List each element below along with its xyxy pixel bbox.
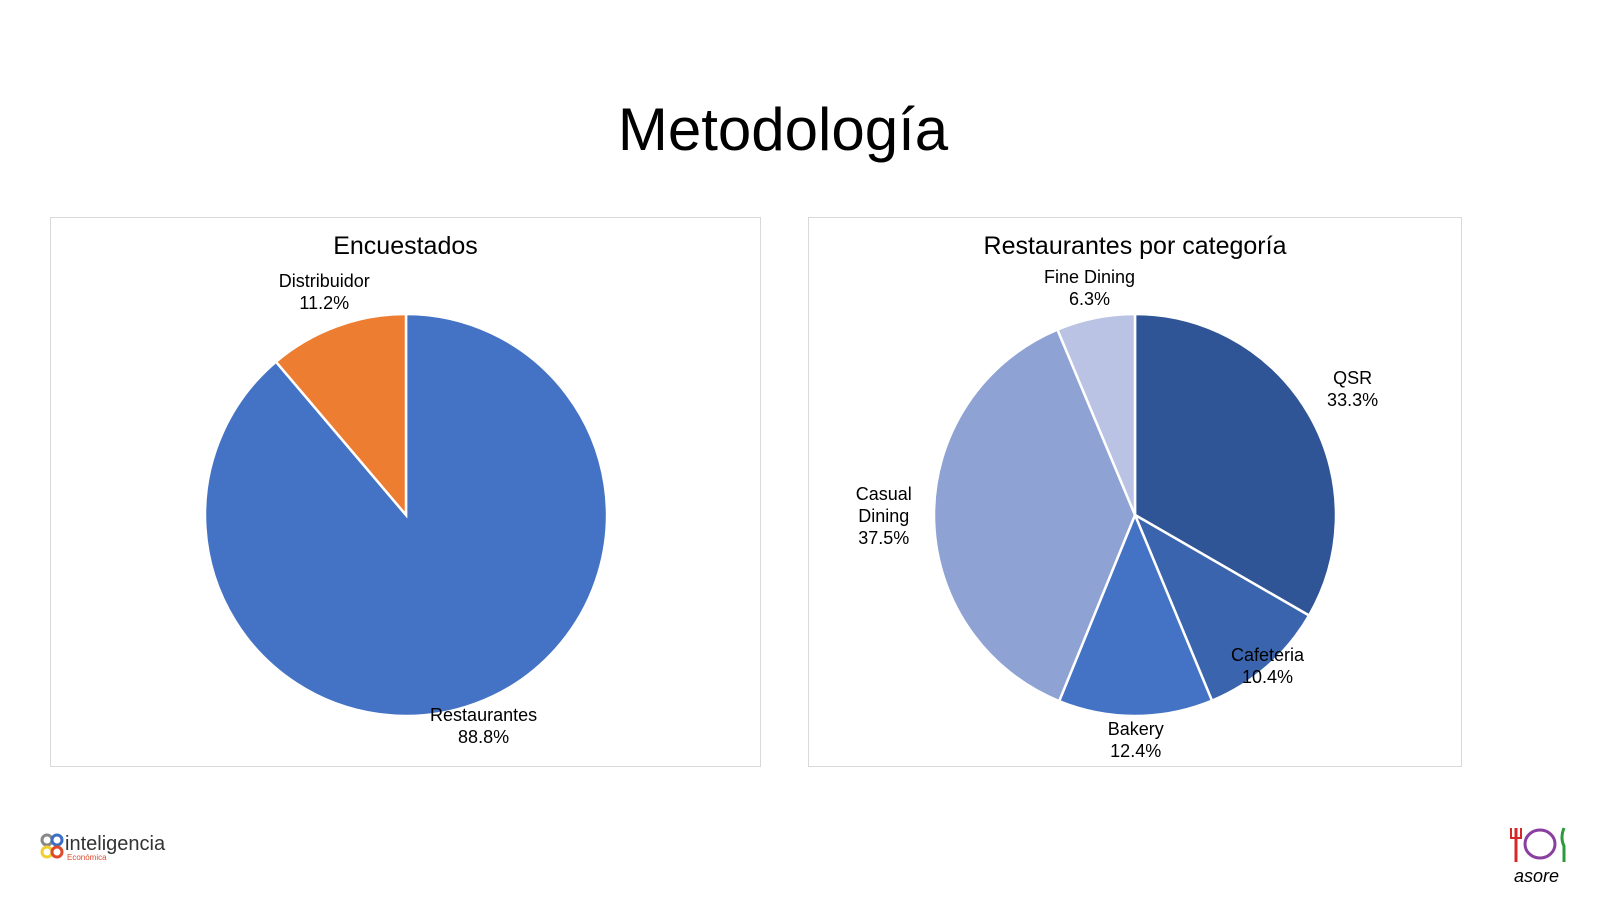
chart-restaurantes-por-categoria: Restaurantes por categoría QSR 33.3% Cafet… [808,217,1462,767]
data-label-name: Restaurantes [430,705,538,726]
pie-svg [932,312,1338,718]
data-label: Restaurantes 88.8% [430,704,537,748]
data-label-name: Fine Dining [1043,267,1136,288]
data-label: Distribuidor 11.2% [279,270,370,314]
data-label-name: Cafeteria [1231,645,1305,666]
data-label: Bakery 12.4% [1108,718,1164,762]
chart-title: Restaurantes por categoría [983,232,1287,260]
pie-slice-cafeteria [1132,512,1311,703]
asore-logo: asore [1510,827,1566,886]
data-label-value: 6.3% [1068,289,1111,310]
data-label-value: 12.4% [1110,741,1162,762]
svg-text:Económica: Económica [67,853,107,862]
data-label-value: 88.8% [458,727,510,748]
data-label-value: 33.3% [1327,390,1379,411]
pie-slice-restaurantes [203,312,609,718]
page-title: Metodología [617,96,949,163]
data-label: Casual Dining 37.5% [849,483,919,549]
chart-encuestados: Encuestados Restaurantes 88.8% Distribuido… [50,217,761,767]
data-label-name: Casual Dining [855,484,912,527]
pie-slice-qsr [1133,312,1338,618]
pie-slice-casual-dining [932,327,1137,703]
pie-slice-fine-dining [1055,312,1137,516]
svg-text:asore: asore [1514,866,1559,886]
inteligencia-economica-logo: inteligencia Económica [40,833,166,862]
data-label-value: 10.4% [1242,667,1294,688]
data-label: Cafeteria 10.4% [1231,644,1304,688]
pie-slice-bakery [1057,511,1214,718]
data-label-name: QSR [1333,368,1373,389]
pie-slice-distribuidor [274,312,408,519]
data-label-name: Bakery [1107,719,1164,740]
pie-svg [203,312,609,718]
data-label-value: 37.5% [858,528,910,549]
data-label: Fine Dining 6.3% [1044,266,1135,310]
chart-title: Encuestados [333,232,478,260]
data-label-name: Distribuidor [278,271,370,292]
svg-text:inteligencia: inteligencia [65,833,166,855]
data-label: QSR 33.3% [1327,367,1378,411]
data-label-value: 11.2% [299,293,350,314]
